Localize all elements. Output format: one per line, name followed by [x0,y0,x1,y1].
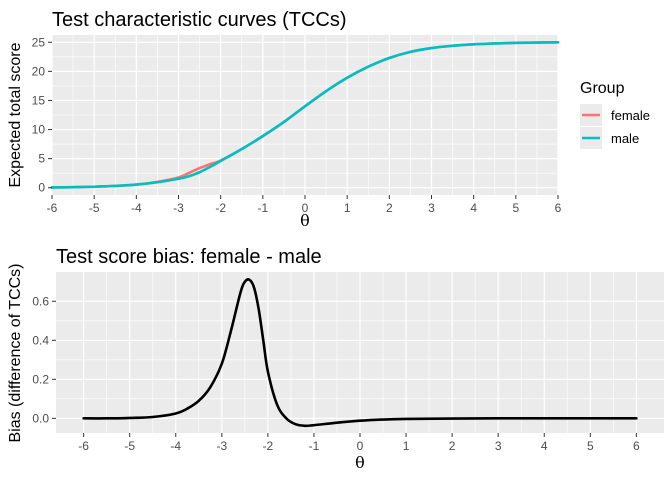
y-tick-label: 10 [32,123,46,137]
x-tick-label: 4 [541,439,548,453]
series-line-male [50,40,560,189]
x-tick-label: 6 [633,439,640,453]
x-tick-label: -1 [309,439,320,453]
x-tick-label: -5 [124,439,135,453]
bias-line [82,278,638,428]
y-tick-label: 0 [38,181,45,195]
x-tick-label: -4 [170,439,181,453]
tcc-gridlines [51,35,559,195]
x-tick-label: 3 [428,201,435,215]
legend-label-female: female [611,108,650,123]
bias-chart: Test score bias: female - male -6 -5 -4 -3-… [7,246,664,472]
tcc-x-axis-title: θ [300,211,310,230]
bias-y-axis-title: Bias (difference of TCCs) [7,263,24,442]
y-tick-label: 5 [38,152,45,166]
y-tick-label: 0.2 [32,372,49,386]
tcc-legend: Group female male [580,80,650,149]
y-tick-label: 25 [32,35,46,49]
x-tick-label: 5 [512,201,519,215]
y-tick-label: 0.6 [32,294,49,308]
x-tick-label: -2 [215,201,226,215]
x-tick-label: 0 [357,439,364,453]
y-tick-label: 20 [32,64,46,78]
y-tick-label: 15 [32,93,46,107]
tcc-chart: Test characteristic curves (TCCs) -6 -5 -4… [7,9,650,230]
tcc-chart-title: Test characteristic curves (TCCs) [52,9,347,31]
x-tick-label: -4 [131,201,142,215]
legend-title: Group [580,80,625,97]
x-tick-label: 1 [403,439,410,453]
x-tick-label: 2 [386,201,393,215]
bias-gridlines [56,272,664,433]
x-tick-label: -3 [173,201,184,215]
tcc-y-axis-title: Expected total score [7,42,24,187]
x-tick-label: -6 [78,439,89,453]
x-tick-label: -6 [47,201,58,215]
x-tick-label: 2 [449,439,456,453]
bias-x-axis-title: θ [355,453,365,472]
x-tick-label: 0 [302,201,309,215]
x-tick-label: -5 [89,201,100,215]
y-tick-label: 0.4 [32,333,49,347]
bias-x-ticks: -6 -5 -4 -3 -2 -1 0 1 2 3 4 5 6 [78,433,640,453]
x-tick-label: -2 [263,439,274,453]
bias-y-ticks: 0.0 0.2 0.4 0.6 [32,294,56,425]
y-tick-label: 0.0 [32,411,49,425]
x-tick-label: -3 [216,439,227,453]
x-tick-label: 4 [470,201,477,215]
legend-label-male: male [611,131,639,146]
x-tick-label: 3 [495,439,502,453]
x-tick-label: 6 [555,201,562,215]
tcc-series [50,40,560,189]
bias-series [82,278,638,428]
x-tick-label: -1 [257,201,268,215]
x-tick-label: 5 [587,439,594,453]
x-tick-label: 1 [344,201,351,215]
tcc-y-ticks: 0 5 10 15 20 25 [32,35,52,195]
tcc-x-ticks: -6 -5 -4 -3 -2 -1 0 1 2 3 4 5 6 [47,195,562,215]
bias-chart-title: Test score bias: female - male [56,246,322,268]
